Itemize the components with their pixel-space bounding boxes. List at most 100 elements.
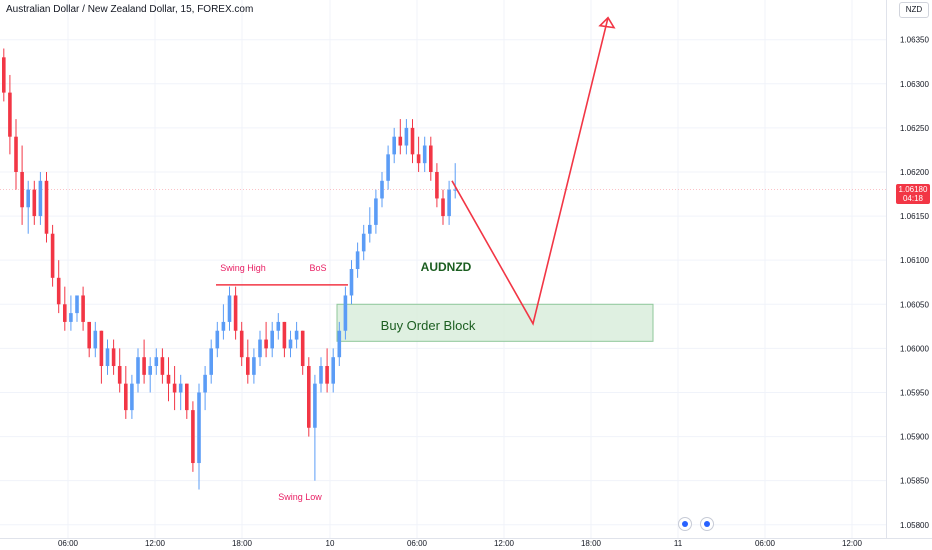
candle: [99, 330, 104, 384]
candle-body: [435, 171, 439, 199]
candle: [343, 286, 348, 340]
candle: [26, 180, 30, 234]
candle: [374, 189, 378, 234]
candle: [331, 348, 335, 393]
candle: [239, 321, 244, 367]
candle: [361, 224, 366, 261]
candle: [300, 330, 305, 375]
candle-body: [319, 366, 323, 384]
candle: [191, 401, 195, 472]
candle-body: [75, 295, 79, 314]
current-price-tag: 1.06180 04:18: [896, 184, 930, 204]
candle-body: [258, 339, 262, 358]
candle: [404, 119, 409, 155]
projection-arrow[interactable]: [451, 17, 609, 326]
candle-body: [69, 313, 73, 322]
candle: [8, 74, 12, 155]
candle: [203, 366, 207, 411]
candle-body: [191, 410, 195, 464]
candle-body: [2, 57, 6, 93]
candle-body: [20, 171, 24, 208]
swing-low-label: Swing Low: [278, 492, 322, 502]
candle-body: [313, 383, 317, 428]
candle-body: [32, 189, 37, 217]
candle: [386, 145, 390, 190]
candle-body: [136, 357, 140, 384]
candle-body: [166, 374, 171, 384]
candle: [392, 127, 396, 164]
candle-body: [50, 233, 55, 278]
candle-body: [361, 233, 366, 252]
candle: [154, 348, 159, 375]
candle: [130, 374, 134, 419]
price-tick-label: 1.06150: [900, 212, 929, 221]
calendar-event-icon[interactable]: [700, 517, 714, 531]
price-tick-label: 1.06250: [900, 124, 929, 133]
price-scale[interactable]: 1.06350 1.06300 1.06250 1.06200 1.06150 1.061…: [900, 36, 929, 530]
candle: [447, 180, 451, 225]
time-tick-label: 12:00: [842, 539, 863, 548]
candle: [313, 374, 317, 481]
candle-body: [172, 383, 177, 393]
candle: [2, 48, 6, 102]
candle-body: [81, 295, 85, 322]
time-tick-label: 10: [326, 539, 335, 548]
candle: [319, 357, 323, 393]
candle-body: [270, 330, 274, 349]
candle-body: [185, 383, 189, 411]
candle: [368, 207, 372, 243]
candle-body: [38, 180, 43, 217]
order-block-label: Buy Order Block: [381, 318, 476, 333]
candle-body: [325, 366, 329, 384]
time-tick-label: 06:00: [755, 539, 776, 548]
calendar-event-icon[interactable]: [678, 517, 692, 531]
candle: [69, 295, 73, 331]
candle: [294, 321, 299, 349]
time-tick-label: 18:00: [232, 539, 253, 548]
candle: [429, 136, 433, 181]
time-tick-label: 11: [674, 539, 683, 548]
candle-body: [355, 251, 360, 269]
candle: [215, 321, 220, 358]
candle: [117, 348, 122, 393]
candle-body: [44, 180, 49, 234]
candle: [435, 163, 439, 208]
candle-body: [252, 357, 256, 375]
candle: [221, 304, 226, 340]
candle-body: [300, 330, 305, 367]
symbol-title: Australian Dollar / New Zealand Dollar, …: [6, 4, 254, 15]
candle-body: [209, 348, 213, 375]
candle: [349, 260, 354, 305]
candle-body: [422, 145, 427, 164]
candle: [307, 357, 311, 437]
time-tick-label: 06:00: [407, 539, 428, 548]
candle: [246, 339, 250, 384]
symbol-label: AUDNZD: [421, 260, 472, 274]
candle-body: [148, 366, 152, 375]
candle-body: [117, 366, 122, 384]
candle: [185, 383, 189, 419]
candle-body: [14, 136, 18, 172]
candle-body: [203, 374, 207, 393]
candle-body: [294, 330, 299, 340]
time-tick-label: 06:00: [58, 539, 79, 548]
candle-body: [178, 383, 183, 393]
candle-body: [416, 154, 421, 164]
bar-countdown: 04:18: [902, 194, 924, 203]
buy-order-block-zone[interactable]: [336, 303, 654, 342]
candle-body: [215, 330, 220, 349]
price-tick-label: 1.06200: [900, 168, 929, 177]
currency-badge[interactable]: NZD: [899, 2, 929, 18]
candle: [276, 313, 281, 340]
candle-body: [337, 330, 342, 358]
candle: [14, 119, 18, 190]
candle: [166, 357, 171, 402]
candle: [355, 242, 360, 278]
candle: [422, 136, 427, 172]
time-scale[interactable]: 06:00 12:00 18:00 10 06:00 12:00 18:00 11 06:00 1…: [58, 539, 863, 548]
candle: [337, 321, 342, 367]
time-tick-label: 18:00: [581, 539, 602, 548]
bos-label: BoS: [309, 263, 326, 273]
price-tick-label: 1.06000: [900, 344, 929, 353]
